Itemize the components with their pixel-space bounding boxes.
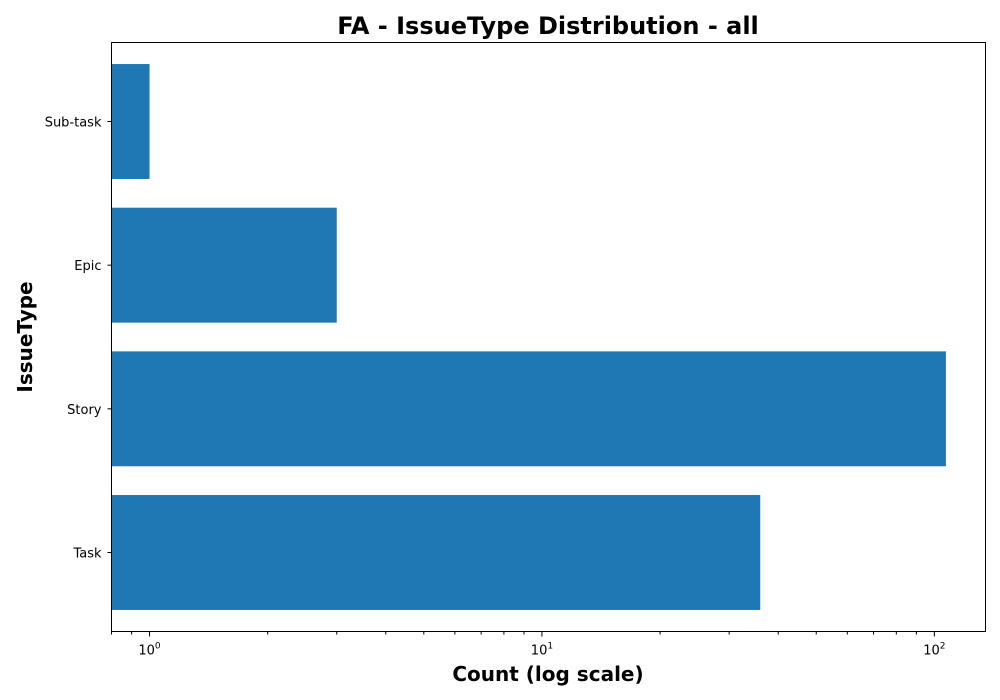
- y-tick-label: Task: [72, 546, 102, 561]
- bar: [111, 495, 761, 610]
- y-axis-label: IssueType: [13, 281, 37, 392]
- bar: [111, 64, 150, 179]
- y-axis: Task Story Epic Sub-task: [45, 116, 112, 561]
- x-axis-label: Count (log scale): [452, 662, 643, 686]
- y-tick-label: Sub-task: [45, 116, 102, 131]
- chart-title: FA - IssueType Distribution - all: [337, 12, 759, 40]
- bar: [111, 351, 946, 467]
- y-tick-label: Epic: [74, 259, 101, 274]
- plot-area: [111, 64, 946, 610]
- x-tick-label: 101: [531, 642, 553, 659]
- x-tick-label: 100: [138, 642, 161, 659]
- x-tick-label: 102: [923, 642, 945, 659]
- bar: [111, 207, 337, 323]
- x-axis: 100 101 102: [111, 631, 945, 659]
- plot-frame: [111, 42, 986, 632]
- y-tick-label: Story: [67, 403, 102, 418]
